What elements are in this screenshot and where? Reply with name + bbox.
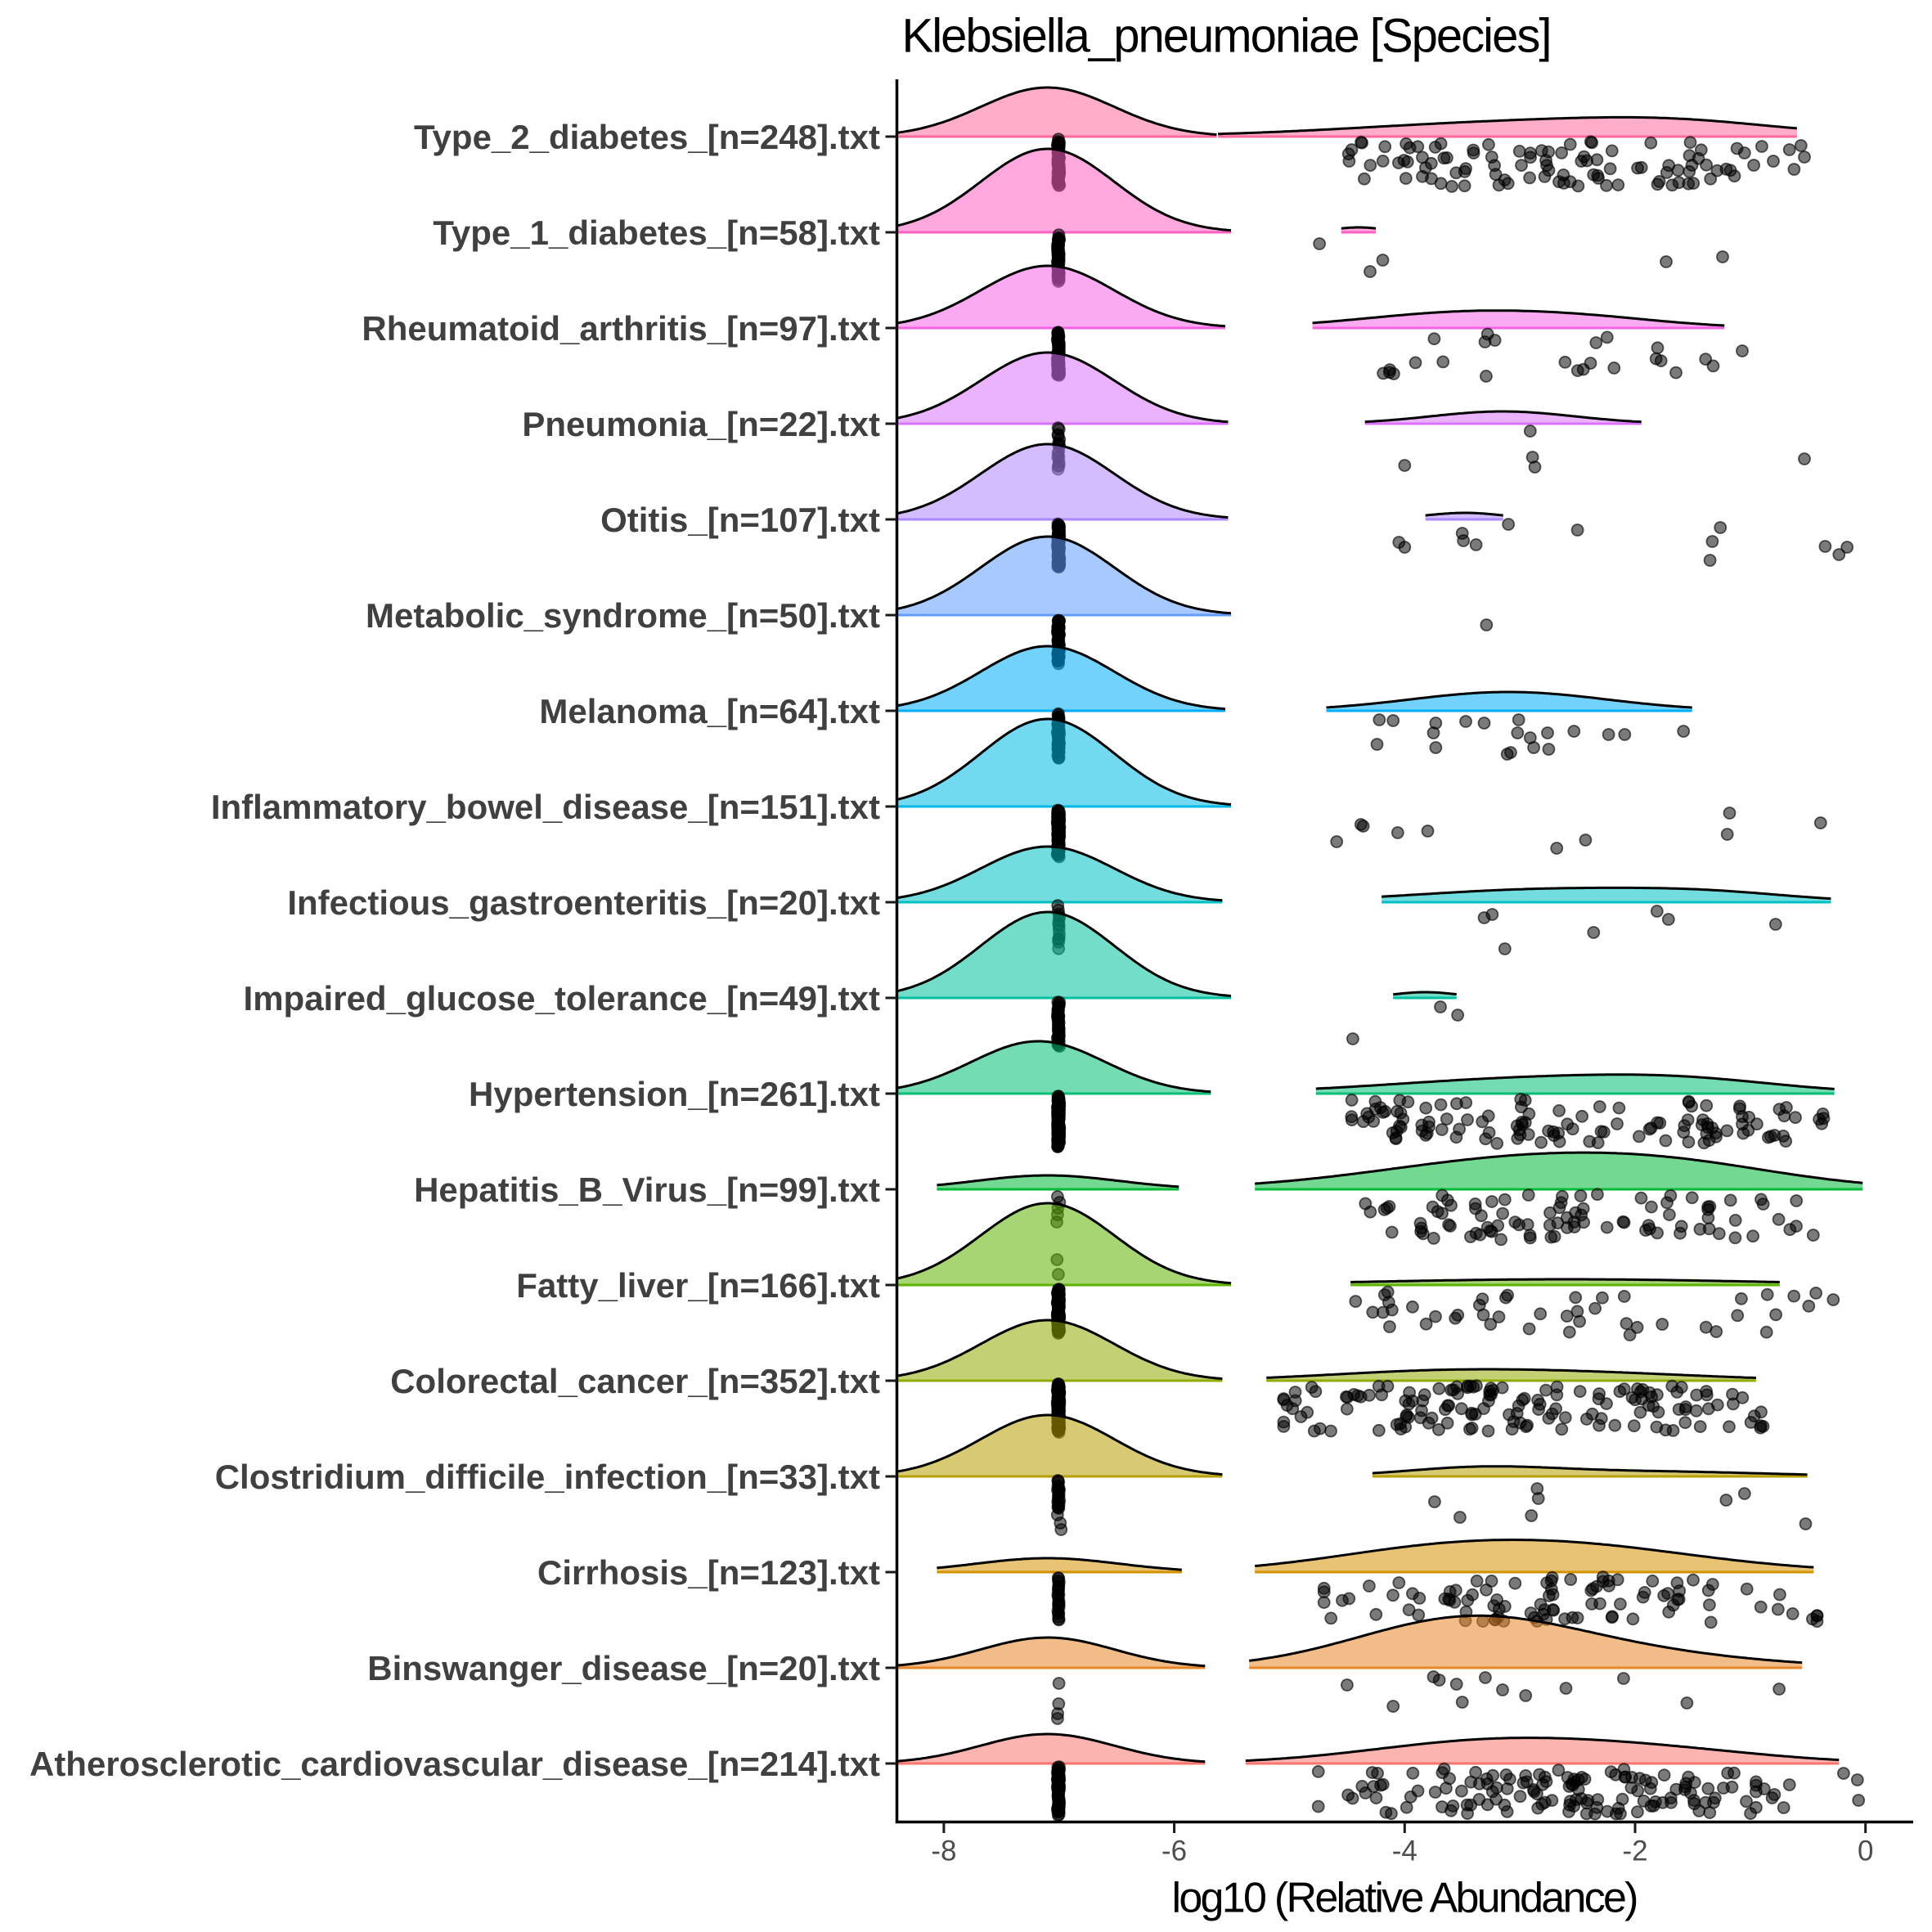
svg-text:Cirrhosis_[n=123].txt: Cirrhosis_[n=123].txt — [537, 1553, 880, 1592]
svg-text:Pneumonia_[n=22].txt: Pneumonia_[n=22].txt — [522, 405, 880, 443]
svg-text:Melanoma_[n=64].txt: Melanoma_[n=64].txt — [539, 692, 880, 730]
svg-text:Atherosclerotic_cardiovascular: Atherosclerotic_cardiovascular_disease_[… — [29, 1745, 880, 1783]
svg-text:Rheumatoid_arthritis_[n=97].tx: Rheumatoid_arthritis_[n=97].txt — [362, 309, 880, 348]
svg-text:-2: -2 — [1622, 1835, 1647, 1867]
svg-text:Type_1_diabetes_[n=58].txt: Type_1_diabetes_[n=58].txt — [433, 213, 880, 252]
svg-text:Fatty_liver_[n=166].txt: Fatty_liver_[n=166].txt — [516, 1266, 880, 1305]
svg-text:log10 (Relative Abundance): log10 (Relative Abundance) — [1172, 1875, 1639, 1922]
svg-text:Hepatitis_B_Virus_[n=99].txt: Hepatitis_B_Virus_[n=99].txt — [414, 1170, 880, 1209]
svg-text:Hypertension_[n=261].txt: Hypertension_[n=261].txt — [469, 1075, 880, 1113]
svg-text:-6: -6 — [1161, 1835, 1187, 1867]
svg-text:Inflammatory_bowel_disease_[n=: Inflammatory_bowel_disease_[n=151].txt — [211, 788, 880, 826]
svg-text:Colorectal_cancer_[n=352].txt: Colorectal_cancer_[n=352].txt — [390, 1362, 880, 1400]
svg-text:-8: -8 — [931, 1835, 956, 1867]
svg-text:Type_2_diabetes_[n=248].txt: Type_2_diabetes_[n=248].txt — [414, 118, 880, 156]
svg-text:Otitis_[n=107].txt: Otitis_[n=107].txt — [600, 501, 880, 539]
svg-text:Metabolic_syndrome_[n=50].txt: Metabolic_syndrome_[n=50].txt — [366, 596, 880, 635]
svg-text:0: 0 — [1858, 1835, 1873, 1867]
svg-text:Clostridium_difficile_infectio: Clostridium_difficile_infection_[n=33].t… — [215, 1458, 880, 1496]
svg-text:-4: -4 — [1392, 1835, 1418, 1867]
svg-text:Impaired_glucose_tolerance_[n=: Impaired_glucose_tolerance_[n=49].txt — [244, 979, 880, 1018]
svg-text:Klebsiella_pneumoniae [Species: Klebsiella_pneumoniae [Species] — [902, 10, 1552, 63]
svg-text:Binswanger_disease_[n=20].txt: Binswanger_disease_[n=20].txt — [367, 1649, 880, 1687]
svg-text:Infectious_gastroenteritis_[n=: Infectious_gastroenteritis_[n=20].txt — [287, 883, 880, 922]
